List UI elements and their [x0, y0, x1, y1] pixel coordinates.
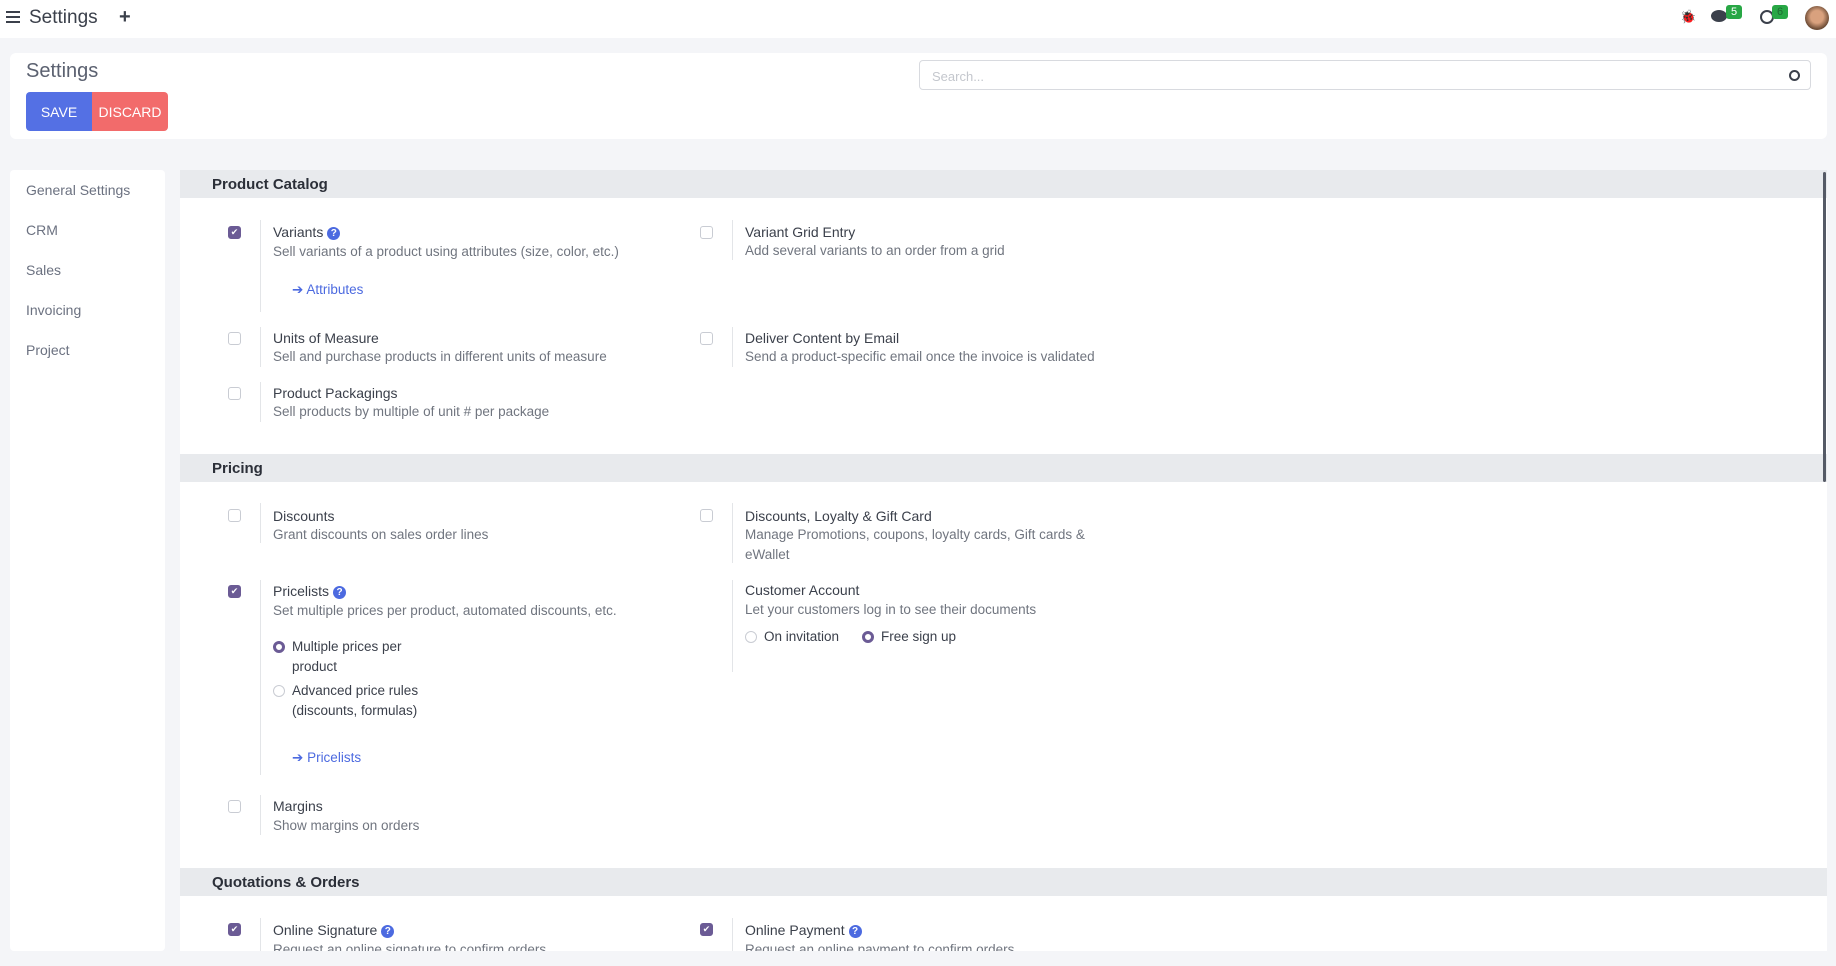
online-signature-checkbox[interactable]: ✔ — [228, 923, 241, 936]
pricelists-link-label: Pricelists — [307, 750, 362, 765]
multiple-prices-label-1: Multiple prices per — [292, 639, 402, 654]
pricelists-link[interactable]: ➔ Pricelists — [292, 750, 361, 766]
customer-account-title: Customer Account — [745, 582, 860, 598]
loyalty-desc-line1: Manage Promotions, coupons, loyalty card… — [745, 527, 1085, 542]
divider — [260, 580, 261, 775]
multiple-prices-radio[interactable] — [273, 641, 285, 653]
divider — [260, 327, 261, 367]
discard-button[interactable]: DISCARD — [92, 92, 168, 131]
uom-desc: Sell and purchase products in different … — [273, 349, 607, 364]
variants-title: Variants — [273, 224, 324, 240]
deliver-email-checkbox[interactable] — [700, 332, 713, 345]
activities-badge: 6 — [1772, 5, 1789, 19]
sidebar-item-general-settings[interactable]: General Settings — [26, 182, 131, 198]
page-title: Settings — [26, 60, 99, 82]
pricelists-title: Pricelists — [273, 583, 330, 599]
app-title: Settings — [29, 7, 98, 28]
divider — [732, 918, 733, 951]
sidebar-item-crm[interactable]: CRM — [26, 222, 58, 238]
loyalty-checkbox[interactable] — [700, 509, 713, 522]
user-avatar[interactable] — [1805, 6, 1829, 30]
advanced-rules-label-1: Advanced price rules — [292, 683, 419, 698]
settings-content: Product Catalog ✔ Variants? Sell variant… — [180, 170, 1827, 951]
divider — [732, 327, 733, 367]
packagings-desc: Sell products by multiple of unit # per … — [273, 404, 550, 419]
settings-sidebar: General Settings CRM Sales Invoicing Pro… — [10, 170, 165, 951]
variant-grid-title: Variant Grid Entry — [745, 224, 856, 240]
help-icon[interactable]: ? — [848, 925, 862, 938]
margins-title: Margins — [273, 798, 323, 814]
online-signature-title: Online Signature — [273, 922, 378, 938]
multiple-prices-label-2: product — [292, 659, 338, 674]
help-icon[interactable]: ? — [327, 227, 341, 240]
packagings-checkbox[interactable] — [228, 387, 241, 400]
section-quotations-orders: Quotations & Orders — [180, 868, 1827, 896]
divider — [732, 220, 733, 260]
variants-setting: Variants? — [273, 224, 341, 240]
free-signup-label: Free sign up — [881, 629, 957, 644]
search-icon[interactable] — [1789, 70, 1800, 81]
divider — [260, 382, 261, 422]
loyalty-desc-line2: eWallet — [745, 547, 790, 562]
deliver-email-title: Deliver Content by Email — [745, 330, 900, 346]
arrow-right-icon: ➔ — [292, 750, 308, 765]
scrollbar[interactable] — [1823, 172, 1826, 482]
loyalty-title: Discounts, Loyalty & Gift Card — [745, 508, 932, 524]
save-button[interactable]: SAVE — [26, 92, 92, 131]
plus-icon[interactable]: + — [119, 6, 131, 28]
help-icon[interactable]: ? — [381, 925, 395, 938]
search-input[interactable]: Search... — [919, 60, 1811, 90]
online-signature-setting: Online Signature? — [273, 922, 395, 938]
margins-desc: Show margins on orders — [273, 818, 420, 833]
section-pricing: Pricing — [180, 454, 1827, 482]
divider — [260, 918, 261, 951]
bug-icon[interactable]: 🐞 — [1680, 9, 1697, 24]
free-signup-radio[interactable] — [862, 631, 874, 643]
deliver-email-desc: Send a product-specific email once the i… — [745, 349, 1095, 364]
attributes-link-label: Attributes — [306, 282, 364, 297]
messages-icon[interactable] — [1711, 10, 1727, 22]
messages-badge: 5 — [1726, 5, 1743, 19]
variants-desc: Sell variants of a product using attribu… — [273, 244, 619, 259]
online-payment-desc: Request an online payment to confirm ord… — [745, 942, 1015, 951]
divider — [260, 220, 261, 312]
advanced-rules-label-2: (discounts, formulas) — [292, 703, 418, 718]
arrow-right-icon: ➔ — [292, 282, 307, 297]
packagings-title: Product Packagings — [273, 385, 398, 401]
uom-checkbox[interactable] — [228, 332, 241, 345]
top-navbar: Settings + 🐞 5 6 — [0, 0, 1836, 38]
sidebar-item-project[interactable]: Project — [26, 342, 70, 358]
variant-grid-checkbox[interactable] — [700, 226, 713, 239]
online-payment-setting: Online Payment? — [745, 922, 862, 938]
divider — [260, 795, 261, 835]
uom-title: Units of Measure — [273, 330, 379, 346]
discounts-desc: Grant discounts on sales order lines — [273, 527, 489, 542]
section-product-catalog: Product Catalog — [180, 170, 1827, 198]
help-icon[interactable]: ? — [333, 586, 347, 599]
divider — [260, 503, 261, 543]
sidebar-item-invoicing[interactable]: Invoicing — [26, 302, 82, 318]
variants-checkbox[interactable]: ✔ — [228, 226, 241, 239]
menu-icon[interactable] — [6, 11, 20, 23]
sidebar-item-sales[interactable]: Sales — [26, 262, 62, 278]
variant-grid-desc: Add several variants to an order from a … — [745, 243, 1005, 258]
on-invitation-radio[interactable] — [745, 631, 757, 643]
pricelists-desc: Set multiple prices per product, automat… — [273, 603, 617, 618]
discounts-title: Discounts — [273, 508, 335, 524]
discounts-checkbox[interactable] — [228, 509, 241, 522]
divider — [732, 580, 733, 672]
online-payment-title: Online Payment — [745, 922, 845, 938]
pricelists-checkbox[interactable]: ✔ — [228, 585, 241, 598]
pricelists-setting: Pricelists? — [273, 583, 347, 599]
customer-account-desc: Let your customers log in to see their d… — [745, 602, 1037, 617]
on-invitation-label: On invitation — [764, 629, 840, 644]
online-signature-desc: Request an online signature to confirm o… — [273, 942, 547, 951]
attributes-link[interactable]: ➔ Attributes — [292, 282, 363, 298]
online-payment-checkbox[interactable]: ✔ — [700, 923, 713, 936]
advanced-rules-radio[interactable] — [273, 685, 285, 697]
divider — [732, 503, 733, 563]
margins-checkbox[interactable] — [228, 800, 241, 813]
